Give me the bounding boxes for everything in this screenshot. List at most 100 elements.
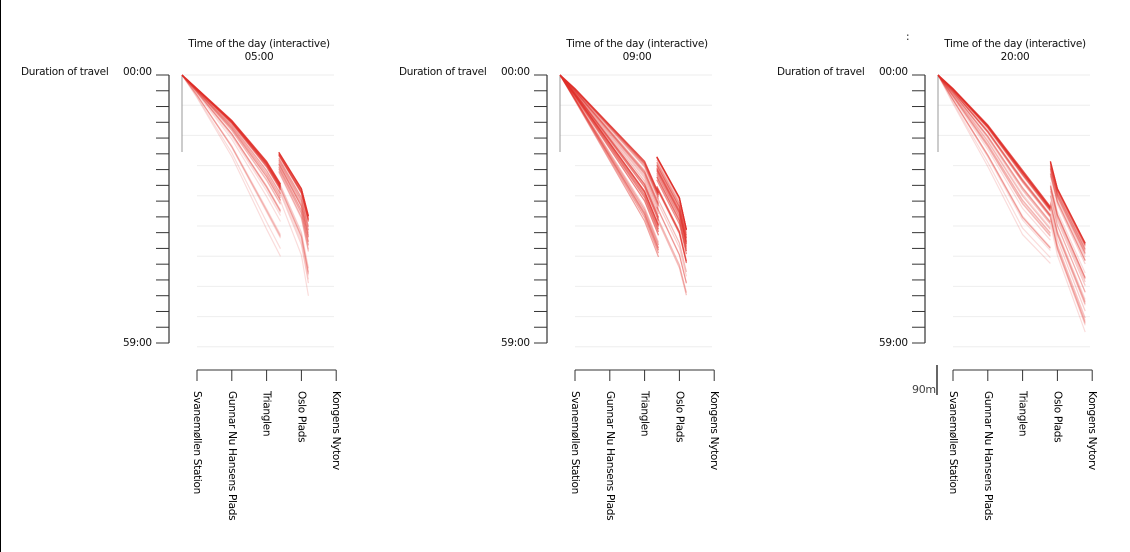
stop-label: Oslo Plads [673,391,686,443]
trip-lines [559,74,687,296]
trip-line [181,74,282,188]
trip-line [181,74,282,199]
trip-line [937,74,1051,216]
trip-line [1049,168,1086,254]
trip-line [559,74,660,205]
trip-line [181,74,282,257]
chart-title: Time of the day (interactive) [944,38,1086,50]
trip-line [1049,161,1086,244]
trip-line [181,74,282,195]
stop-label: Oslo Plads [295,391,308,443]
trip-line [1049,161,1086,244]
trip-line [559,74,660,218]
trip-line [181,74,282,186]
trip-line [1049,161,1086,245]
trip-line [937,74,1051,208]
trip-line [559,74,660,194]
trip-line [1049,173,1086,261]
trip-line [937,74,1051,223]
trip-line [278,162,309,235]
trip-line [559,74,660,230]
trip-line [181,74,282,190]
trip-line [1049,204,1086,306]
trip-line [559,74,660,246]
trip-line [656,206,687,284]
trip-line [1049,202,1086,303]
trip-line [937,74,1051,209]
chart-time-value[interactable]: 20:00 [1000,51,1030,63]
y-tick-label: 00:00 [879,66,908,78]
trip-line [559,74,660,194]
trip-line [656,176,687,252]
trip-line [1049,168,1086,254]
trip-line [1049,161,1086,244]
trip-line [656,179,687,255]
trip-line [656,172,687,247]
trip-line [181,74,282,201]
trip-line [181,74,282,187]
trip-line [1049,195,1086,293]
trip-line [1049,175,1086,265]
trip-line [937,74,1051,211]
trip-line [181,74,282,194]
trip-line [278,151,309,217]
trip-line [559,74,660,221]
trip-line [181,74,282,187]
trip-line [278,154,309,222]
trip-line [1049,161,1086,244]
trip-line [278,157,309,227]
trip-line [937,74,1051,234]
stop-label: Svanemøllen Station [569,391,581,494]
trip-line [656,215,687,293]
trip-line [937,74,1051,218]
trip-line [181,74,282,213]
trip-line [181,74,282,189]
trip-line [656,172,687,247]
trip-line [1049,185,1086,278]
trip-line [181,74,282,185]
trip-line [278,153,309,219]
trip-line [656,170,687,245]
trip-line [181,74,282,185]
chart-time-value[interactable]: 05:00 [244,51,274,63]
trip-line [278,168,309,246]
trip-line [1049,169,1086,255]
trip-line [181,74,282,185]
trip-line [656,170,687,245]
trip-line [181,74,282,201]
trip-line [559,74,660,249]
trip-line [181,74,282,204]
trip-line [181,74,282,189]
trip-line [937,74,1051,212]
trip-line [656,169,687,244]
trip-line [559,74,660,204]
trip-line [181,74,282,187]
trip-line [559,74,660,196]
trip-line [181,74,282,185]
trip-line [278,154,309,220]
trip-line [559,74,660,207]
trip-line [1049,162,1086,245]
trip-line [1049,217,1086,325]
chart-panel-0900 [534,74,715,381]
stop-label: Kongens Nytorv [708,391,721,470]
trip-line [937,74,1051,264]
trip-line [1049,208,1086,312]
trip-line [937,74,1051,208]
trip-line [181,74,282,212]
trip-line [1049,182,1086,274]
trip-line [181,74,282,185]
trip-line [559,74,660,194]
stop-label: Trianglen [260,391,273,437]
trip-line [1049,161,1086,244]
trip-line [559,74,660,198]
trip-line [1049,162,1086,246]
trip-line [278,168,309,246]
trip-line [278,189,309,284]
trip-line [278,155,309,223]
chart-time-value[interactable]: 09:00 [622,51,652,63]
trip-line [937,74,1051,208]
trip-line [181,74,282,187]
trip-line [559,74,660,197]
trip-line [278,151,309,216]
